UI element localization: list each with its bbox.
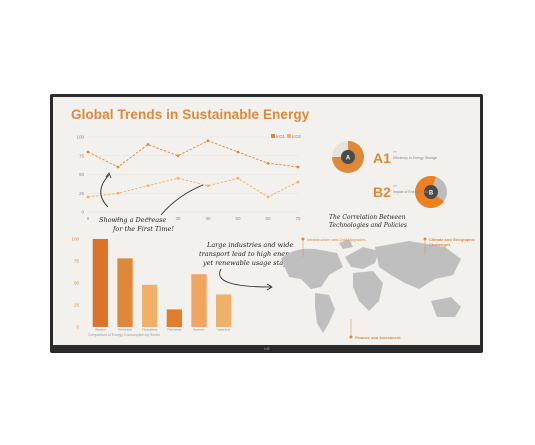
map-north-america	[281, 248, 343, 289]
line-point-ko1	[266, 161, 270, 165]
decrease-arrowhead	[105, 172, 112, 179]
map-europe	[345, 247, 379, 269]
line-chart-ytick: 100	[76, 135, 84, 140]
decrease-note-line2: for the First Time!	[112, 225, 174, 233]
map-south-america	[315, 293, 335, 333]
bar-chart-ytick: 75	[74, 259, 80, 264]
map-asia	[375, 241, 461, 289]
line-point-ko2	[176, 176, 180, 180]
line-series-ko2	[87, 177, 299, 198]
bar-chart-ytick: 50	[74, 281, 80, 286]
map-africa	[353, 271, 383, 311]
line-chart-ytick: 25	[79, 191, 85, 196]
pie-a-center	[341, 150, 355, 164]
slide-canvas: 0 25 50 75 100 0 10 20 30 40 50 60 70 KO1 KO2 Showin…	[71, 134, 476, 340]
industries-note-line1: Large industries and wide	[206, 241, 293, 249]
pie-b-widget: B B2 »» Impact of Energy Policies	[373, 176, 447, 208]
line-point-ko1	[116, 165, 120, 169]
world-map	[281, 239, 461, 333]
legend-label-ko2: KO2	[292, 134, 302, 139]
bar-chart-ytick: 0	[76, 325, 79, 330]
industries-note-line2: transport lead to high energy use,	[199, 250, 312, 258]
pie-a-desc: Efficiency in Energy Storage	[393, 156, 437, 160]
line-chart: 0 25 50 75 100 0 10 20 30 40 50 60 70 KO1 KO2	[76, 134, 302, 221]
correlation-note-line1: The Correlation Between	[329, 214, 406, 221]
bar-chart-xlabel: Comparison of Energy Consumption by Sect…	[88, 333, 161, 337]
pie-a-chevrons: »»	[393, 150, 397, 154]
legend-swatch-ko1	[271, 134, 275, 138]
line-point-ko1	[236, 150, 240, 154]
line-chart-ytick: 0	[81, 210, 84, 215]
bar-chart: 0 25 50 75 100 Weather Renewable Fluctuations F…	[71, 237, 232, 337]
map-label-finance: Finance and Investment	[355, 335, 401, 340]
legend-label-ko1: KO1	[276, 134, 286, 139]
pie-b-label: B2	[373, 184, 391, 200]
industries-arrow	[219, 268, 272, 288]
bar-chart-ytick: 25	[74, 303, 80, 308]
bar-weather	[92, 239, 108, 327]
line-point-ko1	[206, 139, 210, 143]
bar-chart-ytick: 100	[71, 237, 79, 242]
display-monitor: Global Trends in Sustainable Energy 0 25 5…	[50, 94, 483, 353]
bar-category-label: Business	[193, 328, 205, 332]
bar-category-label: Field areas	[167, 328, 181, 332]
line-point-ko1	[176, 154, 180, 158]
bar-fluctuations	[142, 284, 158, 327]
map-australia	[431, 297, 461, 317]
line-chart-xtick: 40	[205, 216, 211, 221]
bar-category-label: Renewable	[118, 328, 132, 332]
line-point-ko1	[146, 143, 150, 146]
pie-a-letter: A	[346, 156, 351, 162]
map-greenland	[339, 239, 353, 249]
bar-field-areas	[166, 309, 182, 327]
map-label-infrastructure: Infrastructure and Grid Upgrades	[307, 237, 365, 242]
line-chart-xtick: 0	[87, 216, 90, 221]
map-label-climate-line2: Challenges	[429, 242, 451, 247]
line-point-ko2	[296, 180, 300, 184]
bar-business	[191, 274, 207, 327]
pie-a-label: A1	[373, 150, 391, 166]
brand-logo: LG	[264, 346, 270, 351]
bar-renewable	[117, 258, 133, 327]
map-label-climate-line1: Climate and Geographic	[429, 237, 476, 242]
bar-agriculture	[216, 294, 232, 327]
line-point-ko1	[86, 150, 90, 154]
line-point-ko2	[266, 195, 270, 199]
line-point-ko2	[146, 184, 150, 188]
line-chart-xtick: 60	[265, 216, 271, 221]
industries-note-line3: yet renewable usage stays low!	[202, 259, 307, 267]
pie-b-chevrons: »»	[393, 184, 397, 188]
line-point-ko2	[86, 195, 90, 199]
bar-category-label: Fluctuations	[142, 328, 158, 332]
decrease-arrow-2	[160, 184, 204, 216]
line-point-ko1	[296, 165, 300, 169]
line-point-ko2	[206, 184, 210, 188]
pie-b-desc: Impact of Energy Policies	[393, 190, 433, 194]
presentation-screen: Global Trends in Sustainable Energy 0 25 5…	[53, 97, 480, 345]
bar-category-label: Weather	[95, 328, 106, 332]
line-chart-ytick: 75	[79, 153, 85, 158]
industries-arrowhead	[266, 283, 273, 291]
line-chart-ytick: 50	[79, 172, 85, 177]
line-chart-legend: KO1 KO2	[271, 134, 302, 139]
correlation-note-line2: Technologies and Policies	[329, 222, 407, 229]
line-chart-xtick: 20	[145, 216, 151, 221]
line-point-ko2	[236, 176, 240, 180]
line-point-ko2	[116, 191, 120, 195]
page-title: Global Trends in Sustainable Energy	[71, 107, 310, 122]
pie-b-letter: B	[429, 191, 434, 197]
map-callouts: Infrastructure and Grid Upgrades Climate…	[301, 237, 476, 340]
line-chart-xtick: 10	[115, 216, 121, 221]
pie-b-center	[424, 185, 438, 199]
decrease-note-line1: Showing a Decrease	[99, 216, 166, 224]
line-chart-xtick: 50	[235, 216, 241, 221]
line-chart-xtick: 30	[175, 216, 181, 221]
line-series-ko1	[87, 140, 299, 168]
bar-category-label: Agriculture	[217, 328, 231, 332]
decrease-arrow	[100, 174, 110, 208]
pie-a-widget: A A1 »» Efficiency in Energy Storage	[332, 141, 437, 173]
legend-swatch-ko2	[287, 134, 291, 138]
line-chart-xtick: 70	[295, 216, 301, 221]
